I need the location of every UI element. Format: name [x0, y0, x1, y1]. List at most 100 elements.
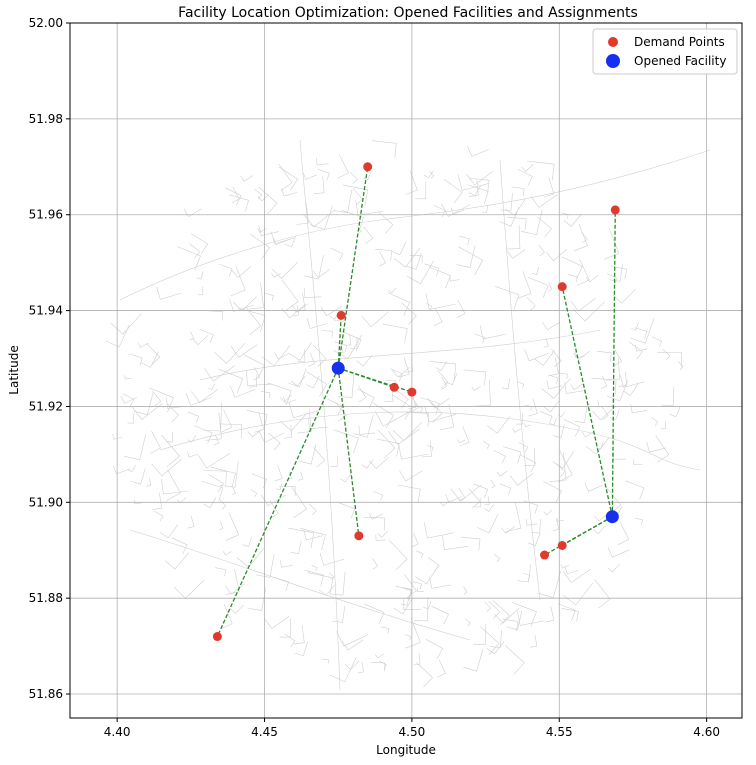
street-segment	[330, 455, 339, 468]
street-segment	[594, 512, 608, 522]
street-segment	[321, 330, 333, 338]
street-segment	[307, 352, 315, 367]
street-segment	[574, 351, 585, 358]
street-segment	[404, 634, 412, 641]
street-segment	[585, 274, 599, 283]
plot-frame	[69, 22, 743, 719]
street-segment	[185, 392, 212, 406]
street-segment	[278, 163, 293, 191]
street-segment	[361, 459, 374, 469]
street-segment	[428, 266, 451, 289]
street-segment	[306, 371, 328, 397]
street-segment	[413, 653, 421, 666]
street-segment	[646, 441, 667, 453]
street-segment	[507, 249, 526, 259]
street-segment	[510, 473, 534, 486]
street-segment	[543, 509, 553, 516]
street-segment	[298, 471, 304, 481]
street-segment	[442, 535, 469, 551]
y-tick-label: 51.98	[29, 112, 63, 126]
street-segment	[479, 325, 506, 340]
street-segment	[203, 469, 227, 486]
street-segment	[606, 357, 621, 381]
street-segment	[199, 329, 214, 344]
street-segment	[441, 203, 470, 217]
street-segment	[564, 567, 579, 575]
y-tick-label: 51.86	[29, 687, 63, 701]
street-segment	[321, 659, 329, 664]
street-segment	[630, 318, 655, 344]
street-segment	[304, 255, 324, 280]
street-segment	[556, 517, 564, 522]
street-segment	[218, 368, 244, 394]
street-segment	[501, 525, 516, 534]
street-segment	[494, 286, 520, 310]
street-segment	[159, 524, 179, 539]
street-segment	[264, 292, 274, 301]
street-segment	[528, 398, 538, 417]
street-segment	[618, 371, 628, 387]
street-segment	[560, 372, 568, 379]
assignment-line	[544, 516, 613, 556]
street-arterial	[299, 139, 341, 691]
street-segment	[614, 349, 623, 366]
street-segment	[313, 446, 326, 468]
street-segment	[623, 383, 639, 397]
street-segment	[457, 439, 466, 444]
street-segment	[445, 373, 458, 386]
street-segment	[435, 361, 447, 372]
street-segment	[610, 265, 628, 279]
x-tick-label: 4.55	[546, 725, 573, 739]
legend-demand-label: Demand Points	[634, 35, 725, 49]
street-segment	[197, 452, 231, 469]
street-segment	[471, 386, 481, 391]
street-segment	[564, 382, 586, 394]
street-segment	[299, 444, 317, 465]
street-segment	[337, 373, 355, 398]
street-segment	[150, 431, 161, 454]
street-segment	[393, 598, 413, 615]
street-segment	[332, 605, 346, 623]
street-segment	[176, 497, 187, 504]
street-segment	[327, 399, 343, 415]
street-segment	[271, 272, 281, 278]
chart-title: Facility Location Optimization: Opened F…	[178, 5, 638, 21]
street-segment	[531, 266, 540, 275]
street-segment	[379, 660, 387, 670]
street-segment	[561, 256, 583, 279]
street-segment	[356, 354, 373, 367]
street-segment	[413, 404, 423, 414]
street-segment	[426, 397, 443, 423]
street-segment	[402, 587, 412, 595]
street-segment	[437, 659, 446, 678]
street-segment	[271, 261, 299, 279]
y-tick-label: 51.88	[29, 591, 63, 605]
street-segment	[317, 168, 330, 181]
street-segment	[294, 641, 309, 657]
street-segment	[127, 465, 136, 473]
street-segment	[137, 342, 149, 348]
street-segment	[456, 245, 476, 268]
street-segment	[361, 311, 389, 328]
street-arterial	[119, 149, 711, 301]
street-segment	[492, 600, 510, 626]
street-segment	[245, 307, 262, 335]
street-segment	[490, 479, 496, 489]
street-segment	[270, 231, 295, 245]
street-segment	[269, 500, 279, 519]
street-segment	[149, 387, 174, 413]
street-segment	[208, 474, 224, 493]
street-segment	[661, 421, 666, 430]
street-segment	[124, 433, 147, 461]
street-segment	[319, 553, 345, 566]
street-segment	[146, 343, 161, 366]
street-segment	[526, 297, 536, 311]
y-tick-label: 51.90	[29, 495, 63, 509]
street-segment	[408, 394, 417, 410]
street-segment	[313, 269, 330, 279]
street-segment	[333, 334, 363, 360]
street-segment	[403, 599, 422, 611]
street-segment	[255, 553, 275, 578]
street-segment	[546, 248, 568, 262]
street-segment	[630, 404, 647, 414]
